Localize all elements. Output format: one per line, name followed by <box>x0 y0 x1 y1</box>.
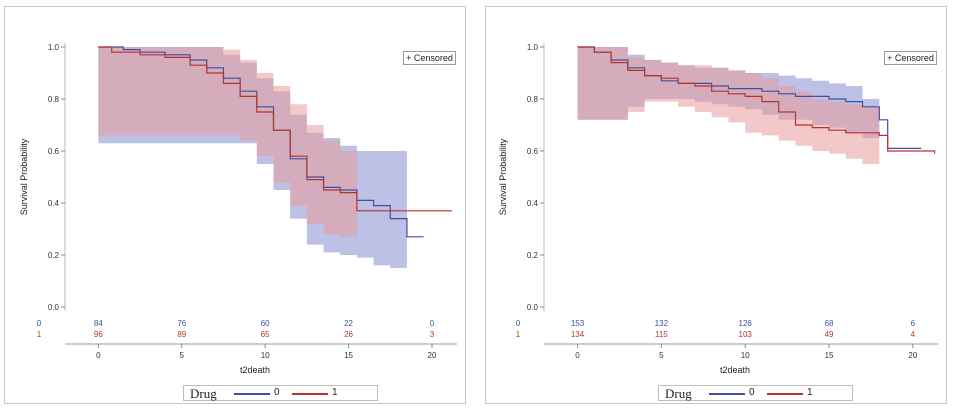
at-risk-count: 89 <box>177 330 186 339</box>
at-risk-group-label: 1 <box>37 330 42 339</box>
legend-label-group-0: 0 <box>749 387 755 398</box>
legend-title: Drug <box>665 386 692 401</box>
at-risk-count: 65 <box>261 330 270 339</box>
at-risk-count: 84 <box>94 319 103 328</box>
y-tick-label: 0.2 <box>48 251 60 260</box>
at-risk-count: 103 <box>739 330 753 339</box>
at-risk-group-label: 1 <box>516 330 521 339</box>
x-tick-label: 15 <box>344 351 353 360</box>
at-risk-count: 153 <box>571 319 585 328</box>
drug-legend: Drug 0 1 <box>658 385 853 401</box>
x-tick-label: 10 <box>261 351 270 360</box>
censored-legend: + Censored <box>403 51 456 65</box>
x-tick-label: 10 <box>741 351 750 360</box>
survival-chart-left: 0.0 0.2 0.4 0.6 0.8 1.0 Survival Probability 0 8… <box>4 6 466 404</box>
y-tick-label: 0.4 <box>48 199 60 208</box>
legend-line-group-1 <box>767 393 803 395</box>
y-tick-label: 0.0 <box>527 303 539 312</box>
survival-chart-right: 0.0 0.2 0.4 0.6 0.8 1.0 Survival Probability 0 1… <box>485 6 947 404</box>
y-tick-label: 1.0 <box>527 43 539 52</box>
at-risk-count: 132 <box>655 319 669 328</box>
y-tick-label: 0.6 <box>48 147 60 156</box>
censored-legend: + Censored <box>884 51 937 65</box>
x-tick-label: 0 <box>575 351 580 360</box>
x-tick-label: 0 <box>96 351 101 360</box>
at-risk-count: 126 <box>739 319 753 328</box>
y-tick-label: 0.2 <box>527 251 539 260</box>
at-risk-count: 96 <box>94 330 103 339</box>
survival-curve-group-1 <box>577 46 936 154</box>
at-risk-count: 4 <box>911 330 916 339</box>
at-risk-count: 22 <box>344 319 353 328</box>
at-risk-group-label: 0 <box>516 319 521 328</box>
legend-line-group-0 <box>709 393 745 395</box>
legend-label-group-1: 1 <box>332 387 338 398</box>
x-tick-label: 15 <box>825 351 834 360</box>
y-tick-label: 1.0 <box>48 43 60 52</box>
x-axis-label: t2death <box>720 365 750 375</box>
at-risk-count: 68 <box>825 319 834 328</box>
legend-label-group-1: 1 <box>807 387 813 398</box>
drug-legend: Drug 0 1 <box>183 385 378 401</box>
y-axis-label: Survival Probability <box>19 138 29 215</box>
y-tick-label: 0.8 <box>527 95 539 104</box>
legend-label-group-0: 0 <box>274 387 280 398</box>
x-tick-label: 5 <box>659 351 664 360</box>
y-tick-label: 0.4 <box>527 199 539 208</box>
at-risk-count: 6 <box>911 319 916 328</box>
y-axis-label: Survival Probability <box>498 138 508 215</box>
at-risk-count: 3 <box>430 330 435 339</box>
x-tick-label: 5 <box>180 351 185 360</box>
at-risk-count: 26 <box>344 330 353 339</box>
x-tick-label: 20 <box>908 351 917 360</box>
at-risk-count: 115 <box>655 330 668 339</box>
y-tick-label: 0.0 <box>48 303 60 312</box>
at-risk-count: 76 <box>177 319 186 328</box>
y-tick-label: 0.8 <box>48 95 60 104</box>
survival-plot-right: 0.0 0.2 0.4 0.6 0.8 1.0 Survival Probability 0 1… <box>498 43 938 375</box>
confidence-band-group-1 <box>577 47 880 180</box>
survival-curve-group-1 <box>98 46 452 212</box>
survival-curve-group-0 <box>577 46 922 149</box>
y-tick-label: 0.6 <box>527 147 539 156</box>
at-risk-count: 49 <box>825 330 834 339</box>
survival-plot-left: 0.0 0.2 0.4 0.6 0.8 1.0 Survival Probability 0 8… <box>19 43 457 375</box>
legend-title: Drug <box>190 386 217 401</box>
at-risk-count: 134 <box>571 330 585 339</box>
confidence-band-group-1 <box>98 47 357 240</box>
x-axis-label: t2death <box>240 365 270 375</box>
at-risk-count: 60 <box>261 319 270 328</box>
at-risk-count: 0 <box>430 319 435 328</box>
x-tick-label: 20 <box>428 351 437 360</box>
at-risk-group-label: 0 <box>37 319 42 328</box>
legend-line-group-1 <box>292 393 328 395</box>
legend-line-group-0 <box>234 393 270 395</box>
